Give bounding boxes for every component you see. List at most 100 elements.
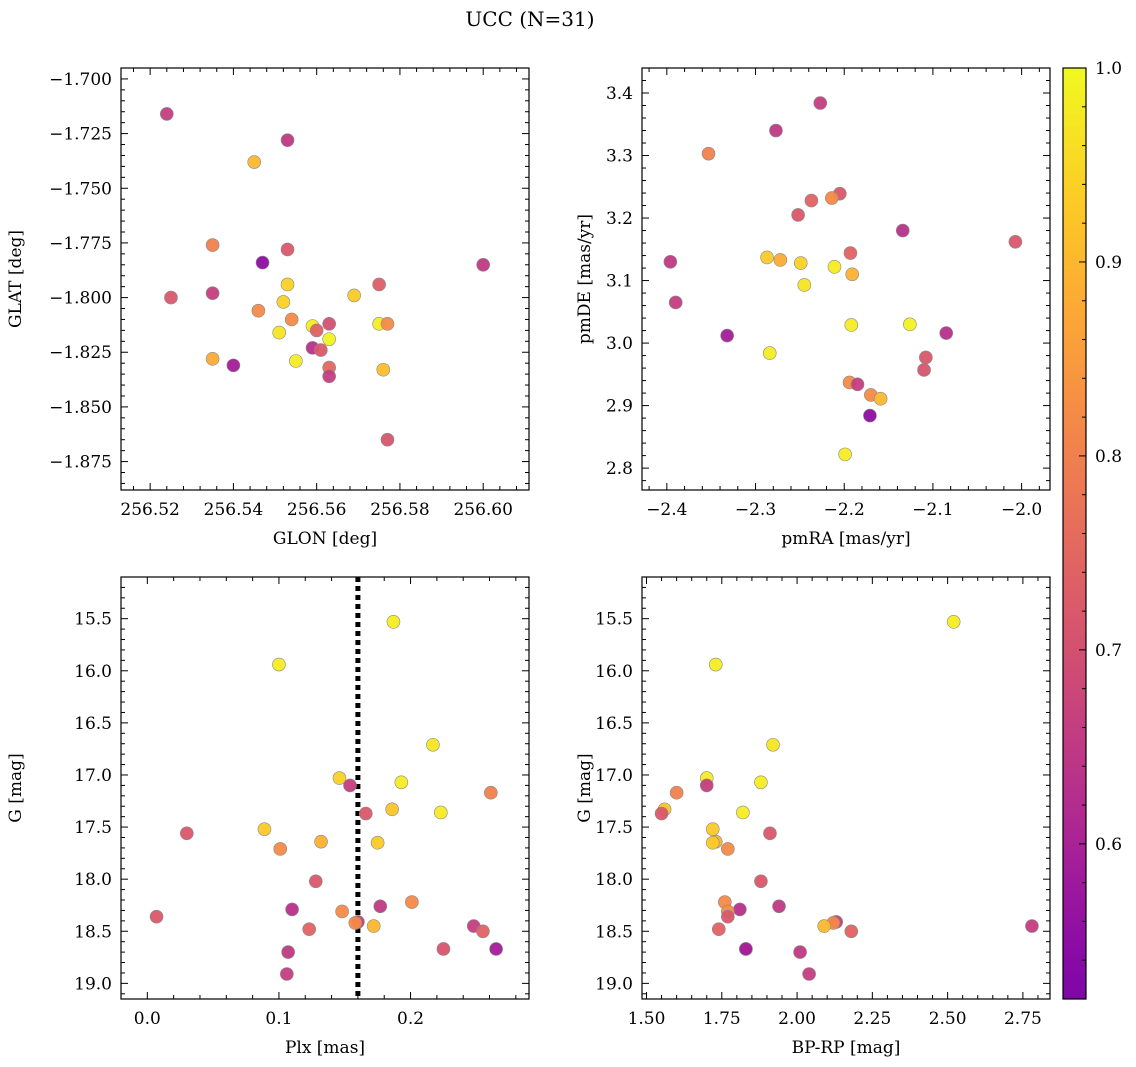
scatter-point	[762, 346, 777, 360]
scatter-point	[773, 253, 788, 267]
scatter-point	[426, 737, 440, 752]
scatter-point	[347, 288, 361, 303]
colorbar-tick-label: 0.8	[1095, 447, 1122, 467]
scatter-point	[705, 822, 720, 836]
scatter-point	[276, 295, 291, 309]
scatter-point	[736, 805, 750, 820]
y-tick-label: 19.0	[595, 974, 633, 994]
scatter-point	[793, 256, 808, 270]
scatter-point	[825, 191, 839, 205]
x-tick-label: 256.58	[370, 500, 429, 520]
scatter-point	[845, 267, 860, 282]
scatter-point	[281, 945, 295, 959]
colorbar: 0.6 0.7 0.8 0.9 1.0	[1062, 59, 1122, 1000]
scatter-point	[380, 317, 395, 331]
scatter-point	[769, 123, 783, 138]
scatter-point	[711, 922, 726, 936]
x-tick-label: 2.75	[1004, 1009, 1042, 1029]
y-tick-label: −1.825	[49, 343, 112, 363]
scatter-point	[721, 842, 735, 856]
y-tick-label: 17.5	[595, 818, 633, 838]
x-tick-label: −2.2	[824, 500, 865, 520]
y-tick-label: 3.3	[606, 147, 633, 167]
scatter-point	[380, 432, 395, 447]
y-tick-label: −1.725	[49, 125, 112, 145]
y-tick-label: 15.5	[595, 610, 633, 630]
scatter-point	[946, 615, 961, 629]
y-tick-label: 18.5	[595, 922, 633, 942]
scatter-point	[791, 208, 805, 222]
scatter-point	[322, 332, 336, 346]
y-tick-label: −1.775	[49, 234, 112, 254]
x-tick-label: 0.2	[397, 1009, 424, 1029]
scatter-point	[739, 942, 753, 956]
x-tick-label: 2.25	[853, 1009, 891, 1029]
y-tick-label: 18.0	[74, 870, 112, 890]
scatter-point	[372, 277, 386, 292]
scatter-point	[436, 942, 451, 956]
x-tick-label: 0.0	[134, 1009, 161, 1029]
scatter-point	[754, 874, 768, 889]
plot-area	[121, 577, 529, 999]
scatter-point	[844, 924, 859, 939]
scatter-point	[284, 312, 299, 327]
scatter-point	[895, 223, 910, 238]
scatter-point	[257, 822, 272, 836]
x-tick-label: −2.4	[646, 500, 687, 520]
y-tick-label: −1.800	[49, 289, 112, 309]
scatter-point	[663, 255, 678, 269]
scatter-point	[668, 295, 683, 310]
scatter-point	[314, 343, 328, 357]
y-tick-label: 18.0	[595, 870, 633, 890]
colorbar-tick-label: 0.7	[1095, 641, 1122, 661]
y-axis-label: pmDE [mas/yr]	[575, 214, 595, 344]
y-tick-label: 16.5	[74, 714, 112, 734]
scatter-point	[314, 834, 328, 849]
x-tick-label: 2.00	[778, 1009, 816, 1029]
scatter-point	[919, 350, 933, 365]
scatter-point	[332, 771, 347, 785]
scatter-point	[205, 352, 220, 366]
scatter-point	[289, 354, 303, 368]
scatter-point	[149, 909, 164, 924]
y-axis-label: G [mag]	[575, 753, 595, 822]
scatter-point	[434, 805, 448, 820]
plot-area	[642, 68, 1050, 490]
y-tick-label: 2.9	[606, 397, 633, 417]
y-tick-label: 16.0	[74, 662, 112, 682]
scatter-point	[285, 902, 299, 917]
scatter-point	[280, 133, 295, 147]
scatter-point	[754, 775, 768, 790]
scatter-point	[802, 967, 816, 981]
panel-2: −2.4 −2.3 −2.2 −2.1 −2.0 2.8 2.9 3.0 3.1 3.2 3.3 3.…	[575, 67, 1051, 549]
y-tick-label: −1.700	[49, 70, 112, 90]
y-tick-label: 17.0	[74, 766, 112, 786]
scatter-point	[164, 290, 178, 305]
y-tick-label: 17.0	[595, 766, 633, 786]
x-axis-label: pmRA [mas/yr]	[781, 529, 910, 549]
x-tick-label: −2.3	[735, 500, 776, 520]
scatter-point	[386, 615, 401, 629]
scatter-point	[813, 96, 828, 110]
y-tick-label: 19.0	[74, 974, 112, 994]
x-tick-label: 2.50	[929, 1009, 967, 1029]
scatter-point	[348, 916, 363, 930]
scatter-point	[720, 328, 734, 343]
scatter-point	[844, 318, 859, 332]
plot-area	[121, 68, 529, 490]
x-axis-label: BP-RP [mag]	[792, 1038, 901, 1058]
scatter-point	[273, 842, 288, 856]
y-tick-label: 3.1	[606, 272, 633, 292]
y-tick-label: 15.5	[74, 610, 112, 630]
scatter-point	[766, 737, 780, 752]
scatter-point	[251, 303, 266, 318]
scatter-point	[280, 967, 294, 981]
y-tick-label: 3.0	[606, 334, 633, 354]
scatter-point	[366, 919, 381, 933]
scatter-point	[484, 785, 498, 800]
x-tick-label: −2.1	[912, 500, 953, 520]
y-axis-label: G [mag]	[6, 753, 26, 822]
x-axis-label: GLON [deg]	[273, 529, 377, 549]
scatter-point	[489, 942, 503, 956]
